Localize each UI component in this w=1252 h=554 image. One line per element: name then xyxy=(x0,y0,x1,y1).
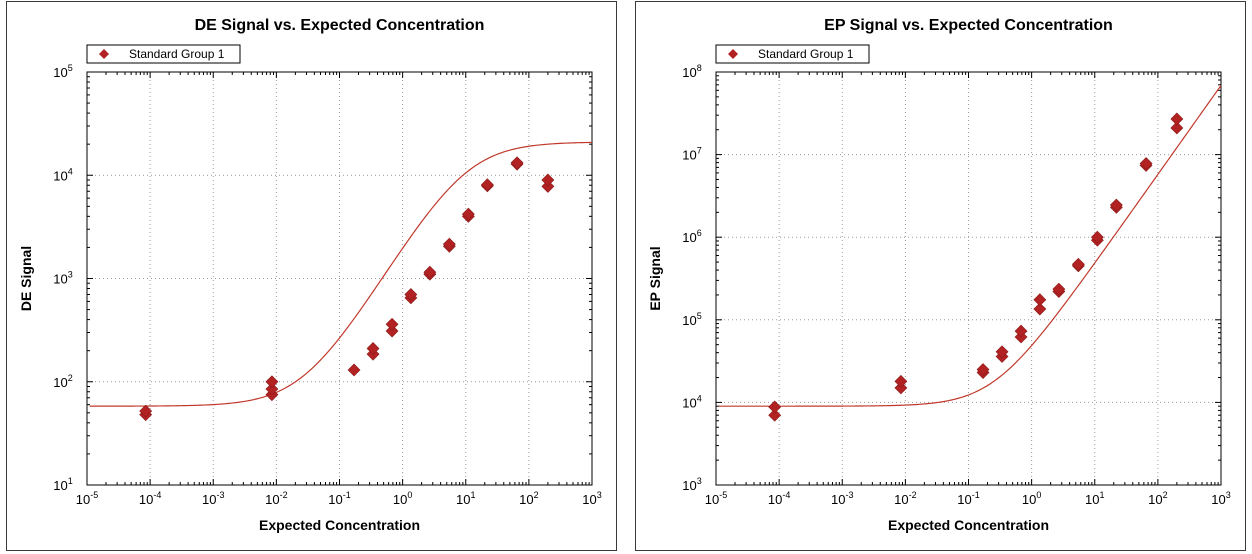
x-axis-label: Expected Concentration xyxy=(888,517,1049,533)
data-points xyxy=(139,156,555,422)
data-points xyxy=(768,112,1184,422)
y-axis-label: DE Signal xyxy=(18,246,34,311)
x-axis-label: Expected Concentration xyxy=(259,517,420,533)
data-point xyxy=(976,363,990,376)
y-tick-label: 107 xyxy=(682,146,701,163)
x-tick-label: 10-1 xyxy=(328,490,350,507)
data-point xyxy=(442,237,456,251)
fit-curve xyxy=(89,141,593,407)
y-tick-label: 101 xyxy=(53,476,72,493)
x-tick-label: 101 xyxy=(1085,490,1104,507)
grid xyxy=(86,71,593,486)
data-point xyxy=(1170,121,1184,135)
data-point xyxy=(768,400,782,414)
data-point xyxy=(1052,282,1066,296)
legend-label: Standard Group 1 xyxy=(758,47,854,61)
x-tick-label: 103 xyxy=(1211,490,1230,507)
data-point xyxy=(265,382,279,396)
data-point xyxy=(347,363,361,377)
x-tick-label: 10-3 xyxy=(831,490,853,507)
data-point xyxy=(1090,230,1104,244)
data-point xyxy=(768,408,782,422)
y-tick-label: 104 xyxy=(53,166,72,183)
y-axis-label: EP Signal xyxy=(647,246,663,310)
plot-area-frame xyxy=(715,71,1222,486)
x-tick-label: 10-1 xyxy=(957,490,979,507)
y-tick-label: 105 xyxy=(682,311,701,328)
data-point xyxy=(1139,157,1153,170)
data-point xyxy=(995,345,1009,359)
data-point xyxy=(894,381,908,395)
legend-box xyxy=(86,44,241,64)
y-tick-label: 103 xyxy=(53,270,72,287)
legend-label: Standard Group 1 xyxy=(129,47,225,61)
x-tick-label: 10-4 xyxy=(768,490,790,507)
legend-box xyxy=(715,44,870,64)
data-point xyxy=(1071,257,1085,271)
data-point xyxy=(1109,198,1123,212)
chart-title: EP Signal vs. Expected Concentration xyxy=(824,17,1113,34)
ep-signal-chart-panel: EP Signal vs. Expected Concentration 10-5… xyxy=(635,1,1246,551)
y-tick-label: 108 xyxy=(682,63,701,80)
data-point xyxy=(541,173,555,187)
legend: Standard Group 1 xyxy=(86,44,241,64)
data-point xyxy=(894,374,908,388)
data-point xyxy=(510,156,524,170)
x-tick-label: 10-3 xyxy=(202,490,224,507)
x-tick-label: 103 xyxy=(582,490,601,507)
x-tick-label: 10-5 xyxy=(705,490,727,507)
de-signal-chart-panel: DE Signal vs. Expected Concentration 10-5… xyxy=(6,1,617,551)
y-tick-label: 104 xyxy=(682,393,701,410)
grid xyxy=(715,71,1222,486)
data-point xyxy=(461,207,475,221)
data-point xyxy=(423,265,437,279)
fit-curve xyxy=(718,85,1222,407)
y-tick-label: 105 xyxy=(53,63,72,80)
data-point xyxy=(139,404,153,418)
data-point xyxy=(1170,112,1184,126)
x-tick-label: 102 xyxy=(1148,490,1167,507)
x-tick-label: 10-4 xyxy=(139,490,161,507)
data-point xyxy=(1014,324,1028,338)
data-point xyxy=(404,288,418,301)
x-tick-label: 10-5 xyxy=(76,490,98,507)
data-point xyxy=(1033,302,1047,316)
x-tick-label: 102 xyxy=(519,490,538,507)
x-tick-label: 100 xyxy=(1022,490,1041,507)
de-signal-chart: DE Signal vs. Expected Concentration 10-5… xyxy=(18,17,602,533)
data-point xyxy=(366,342,380,355)
legend: Standard Group 1 xyxy=(715,44,870,64)
data-point xyxy=(265,375,279,389)
legend-marker xyxy=(728,49,738,59)
y-tick-label: 103 xyxy=(682,476,701,493)
y-tick-label: 102 xyxy=(53,373,72,390)
data-point xyxy=(480,178,494,192)
x-tick-label: 10-2 xyxy=(894,490,916,507)
minor-ticks xyxy=(715,71,1222,486)
y-tick-label: 106 xyxy=(682,228,701,245)
data-point xyxy=(385,317,399,331)
ep-signal-chart: EP Signal vs. Expected Concentration 10-5… xyxy=(647,17,1231,533)
legend-marker xyxy=(99,49,109,59)
x-tick-label: 101 xyxy=(456,490,475,507)
data-point xyxy=(1033,293,1047,307)
x-tick-label: 10-2 xyxy=(265,490,287,507)
x-tick-label: 100 xyxy=(393,490,412,507)
plot-area-frame xyxy=(86,71,593,486)
chart-title: DE Signal vs. Expected Concentration xyxy=(195,17,485,34)
data-point xyxy=(385,324,399,338)
